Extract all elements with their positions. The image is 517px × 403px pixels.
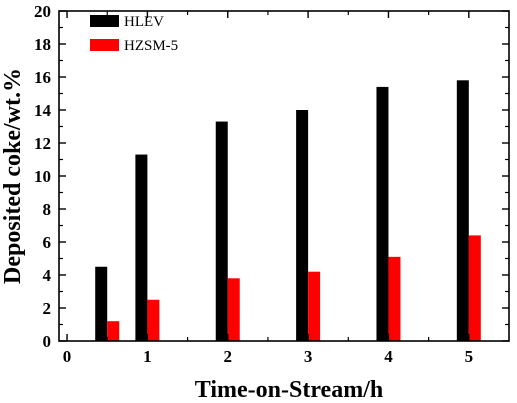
x-tick-label-5: 5 [465, 347, 474, 366]
y-tick-label-4: 8 [43, 200, 52, 219]
bar-hzsm-5-2 [227, 278, 240, 341]
y-tick-label-6: 12 [34, 134, 51, 153]
y-tick-label-8: 16 [34, 68, 51, 87]
legend-label-hlev: HLEV [124, 14, 164, 30]
y-tick-label-5: 10 [34, 167, 51, 186]
y-tick-label-2: 4 [43, 266, 52, 285]
bar-hzsm-5-4 [388, 256, 401, 341]
x-tick-label-4: 4 [384, 347, 393, 366]
bar-hlev-0 [95, 266, 108, 341]
bar-hzsm-5-3 [308, 271, 321, 341]
y-tick-label-0: 0 [43, 332, 52, 351]
legend-label-hzsm5: HZSM-5 [124, 38, 178, 54]
y-axis-title: Deposited coke/wt.% [0, 68, 26, 284]
plot-frame [58, 10, 510, 342]
bar-hlev-3 [296, 110, 309, 341]
bar-hlev-4 [376, 86, 389, 342]
y-tick-label-7: 14 [34, 101, 52, 120]
bar-hzsm-5-5 [468, 235, 481, 341]
y-tick-label-1: 2 [43, 299, 52, 318]
x-tick-label-1: 1 [143, 347, 152, 366]
bar-hlev-5 [456, 80, 469, 342]
bar-hlev-2 [215, 121, 228, 341]
axes-layer [58, 10, 510, 342]
y-tick-label-3: 6 [43, 233, 52, 252]
x-axis-title: Time-on-Stream/h [195, 377, 383, 403]
y-tick-label-10: 20 [34, 2, 51, 21]
x-tick-label-2: 2 [224, 347, 233, 366]
legend-swatch-hzsm5 [90, 39, 119, 51]
bar-hzsm-5-0 [107, 321, 120, 341]
y-tick-label-9: 18 [34, 35, 51, 54]
x-tick-label-3: 3 [304, 347, 313, 366]
bar-hlev-1 [135, 154, 148, 341]
bars-layer [95, 80, 481, 342]
legend: HLEV HZSM-5 [90, 14, 178, 54]
x-tick-label-0: 0 [63, 347, 72, 366]
bar-hzsm-5-1 [147, 299, 160, 341]
legend-swatch-hlev [90, 15, 119, 27]
